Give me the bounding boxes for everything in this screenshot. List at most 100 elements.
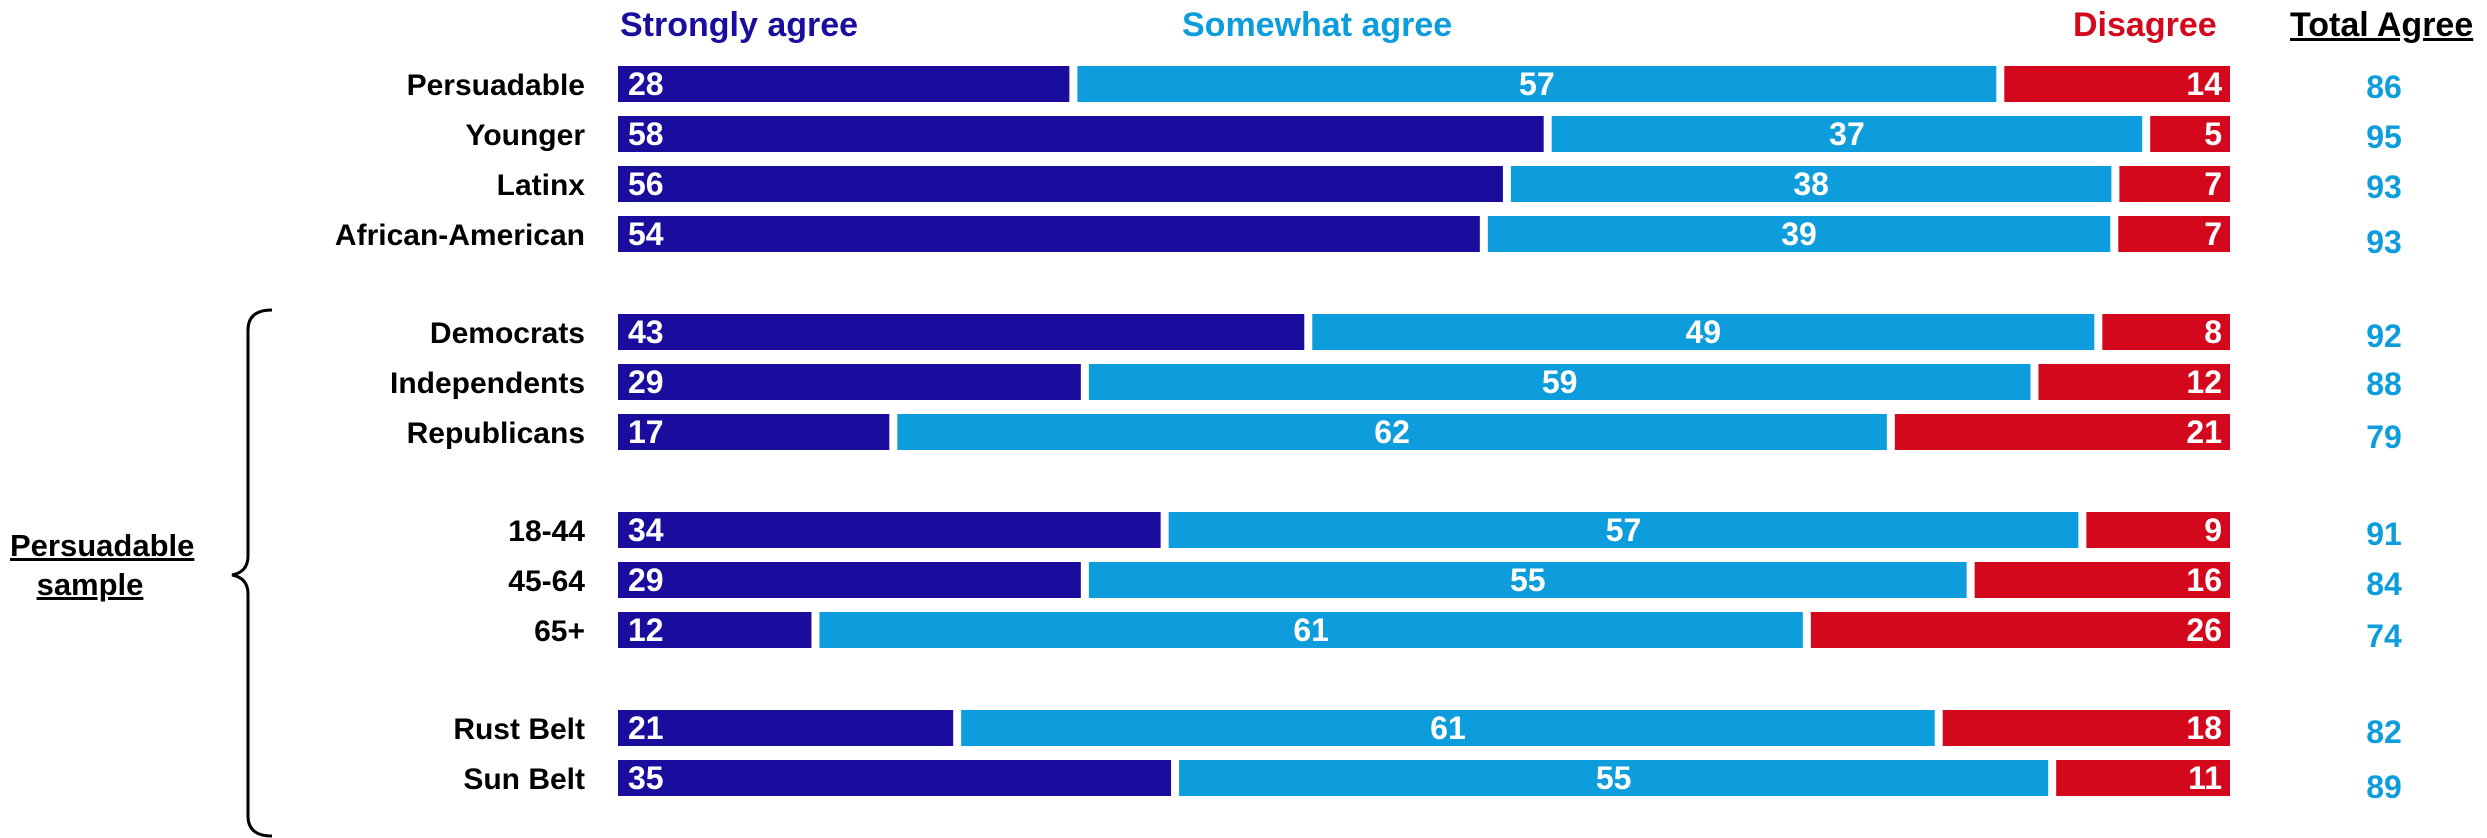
data-label-disagree-18-44: 9 bbox=[2204, 512, 2222, 548]
data-label-strongly-agree-latinx: 56 bbox=[628, 166, 664, 202]
persuadable-sample-label: Persuadable sample bbox=[10, 526, 194, 604]
data-label-disagree-independents: 12 bbox=[2186, 364, 2222, 400]
bar-somewhat-agree-rust-belt bbox=[961, 710, 1935, 746]
legend-somewhat-agree: Somewhat agree bbox=[1182, 6, 1453, 44]
data-label-disagree-african-american: 7 bbox=[2204, 216, 2222, 252]
data-label-somewhat-agree-rust-belt: 61 bbox=[1430, 710, 1466, 746]
data-label-somewhat-agree-45-64: 55 bbox=[1510, 562, 1546, 598]
total-agree-sun-belt: 89 bbox=[2366, 769, 2402, 805]
side-label-line1: Persuadable bbox=[10, 528, 195, 563]
category-label-latinx: Latinx bbox=[497, 169, 586, 202]
bar-strongly-agree-democrats bbox=[618, 314, 1305, 350]
data-label-disagree-45-64: 16 bbox=[2186, 562, 2222, 598]
bar-strongly-agree-18-44 bbox=[618, 512, 1161, 548]
category-label-younger: Younger bbox=[466, 119, 586, 152]
bar-disagree-18-44 bbox=[2086, 512, 2230, 548]
data-label-strongly-agree-republicans: 17 bbox=[628, 414, 664, 450]
data-label-disagree-sun-belt: 11 bbox=[2188, 760, 2222, 796]
bar-disagree-sun-belt bbox=[2056, 760, 2230, 796]
category-label-45-64: 45-64 bbox=[508, 565, 585, 598]
data-label-strongly-agree-65: 12 bbox=[628, 612, 664, 648]
data-label-somewhat-agree-latinx: 38 bbox=[1793, 166, 1829, 202]
data-label-disagree-65: 26 bbox=[2186, 612, 2222, 648]
bar-somewhat-agree-45-64 bbox=[1088, 562, 1967, 598]
bar-somewhat-agree-latinx bbox=[1510, 166, 2112, 202]
bar-somewhat-agree-65 bbox=[819, 612, 1803, 648]
total-agree-democrats: 92 bbox=[2366, 318, 2402, 354]
category-label-democrats: Democrats bbox=[430, 317, 585, 350]
total-agree-persuadable: 86 bbox=[2366, 69, 2402, 105]
total-agree-republicans: 79 bbox=[2366, 419, 2402, 455]
bar-disagree-45-64 bbox=[1974, 562, 2230, 598]
bar-disagree-independents bbox=[2038, 364, 2230, 400]
bar-strongly-agree-republicans bbox=[618, 414, 890, 450]
bar-strongly-agree-younger bbox=[618, 116, 1544, 152]
data-label-somewhat-agree-sun-belt: 55 bbox=[1596, 760, 1632, 796]
data-label-somewhat-agree-18-44: 57 bbox=[1606, 512, 1642, 548]
data-label-somewhat-agree-younger: 37 bbox=[1829, 116, 1865, 152]
bar-somewhat-agree-democrats bbox=[1312, 314, 2095, 350]
data-label-strongly-agree-persuadable: 28 bbox=[628, 66, 664, 102]
bar-disagree-65 bbox=[1810, 612, 2230, 648]
total-agree-rust-belt: 82 bbox=[2366, 714, 2402, 750]
data-label-somewhat-agree-65: 61 bbox=[1293, 612, 1329, 648]
data-label-disagree-rust-belt: 18 bbox=[2186, 710, 2222, 746]
bar-disagree-latinx bbox=[2119, 166, 2230, 202]
category-label-african-american: African-American bbox=[335, 219, 585, 252]
data-label-strongly-agree-democrats: 43 bbox=[628, 314, 664, 350]
total-agree-45-64: 84 bbox=[2366, 566, 2402, 602]
bar-strongly-agree-independents bbox=[618, 364, 1081, 400]
data-label-somewhat-agree-democrats: 49 bbox=[1686, 314, 1722, 350]
bar-strongly-agree-persuadable bbox=[618, 66, 1070, 102]
data-label-somewhat-agree-persuadable: 57 bbox=[1519, 66, 1555, 102]
data-label-strongly-agree-sun-belt: 35 bbox=[628, 760, 664, 796]
bar-strongly-agree-sun-belt bbox=[618, 760, 1172, 796]
data-label-strongly-agree-18-44: 34 bbox=[628, 512, 664, 548]
total-agree-18-44: 91 bbox=[2366, 516, 2402, 552]
bar-strongly-agree-rust-belt bbox=[618, 710, 954, 746]
data-label-somewhat-agree-independents: 59 bbox=[1542, 364, 1578, 400]
bar-disagree-african-american bbox=[2118, 216, 2230, 252]
bar-strongly-agree-african-american bbox=[618, 216, 1480, 252]
data-label-somewhat-agree-african-american: 39 bbox=[1781, 216, 1817, 252]
bar-strongly-agree-45-64 bbox=[618, 562, 1081, 598]
bar-disagree-rust-belt bbox=[1942, 710, 2230, 746]
data-label-strongly-agree-independents: 29 bbox=[628, 364, 664, 400]
data-label-disagree-latinx: 7 bbox=[2204, 166, 2222, 202]
category-label-persuadable: Persuadable bbox=[407, 69, 585, 102]
data-label-disagree-younger: 5 bbox=[2204, 116, 2222, 152]
bar-somewhat-agree-african-american bbox=[1487, 216, 2111, 252]
data-label-strongly-agree-younger: 58 bbox=[628, 116, 664, 152]
data-label-strongly-agree-african-american: 54 bbox=[628, 216, 664, 252]
data-label-strongly-agree-rust-belt: 21 bbox=[628, 710, 664, 746]
bar-strongly-agree-latinx bbox=[618, 166, 1503, 202]
total-agree-african-american: 93 bbox=[2366, 224, 2402, 260]
bar-somewhat-agree-18-44 bbox=[1168, 512, 2079, 548]
category-label-rust-belt: Rust Belt bbox=[453, 713, 585, 746]
bar-somewhat-agree-sun-belt bbox=[1179, 760, 2049, 796]
legend-strongly-agree: Strongly agree bbox=[620, 6, 859, 44]
bar-disagree-democrats bbox=[2102, 314, 2230, 350]
total-agree-latinx: 93 bbox=[2366, 169, 2402, 205]
data-label-disagree-republicans: 21 bbox=[2186, 414, 2222, 450]
total-agree-younger: 95 bbox=[2366, 119, 2402, 155]
category-label-18-44: 18-44 bbox=[508, 515, 585, 548]
total-agree-65: 74 bbox=[2366, 618, 2402, 654]
total-agree-independents: 88 bbox=[2366, 366, 2402, 402]
bar-disagree-republicans bbox=[1894, 414, 2230, 450]
data-label-disagree-persuadable: 14 bbox=[2186, 66, 2222, 102]
bar-somewhat-agree-republicans bbox=[897, 414, 1887, 450]
bar-somewhat-agree-independents bbox=[1088, 364, 2031, 400]
bar-disagree-persuadable bbox=[2004, 66, 2230, 102]
legend-disagree: Disagree bbox=[2073, 6, 2217, 44]
bar-strongly-agree-65 bbox=[618, 612, 812, 648]
legend-total-agree: Total Agree bbox=[2290, 6, 2474, 44]
category-label-sun-belt: Sun Belt bbox=[463, 763, 585, 796]
side-label-line2: sample bbox=[36, 567, 144, 602]
persuadable-sample-bracket bbox=[231, 308, 273, 838]
data-label-strongly-agree-45-64: 29 bbox=[628, 562, 664, 598]
category-label-65: 65+ bbox=[534, 615, 585, 648]
category-label-independents: Independents bbox=[390, 367, 585, 400]
